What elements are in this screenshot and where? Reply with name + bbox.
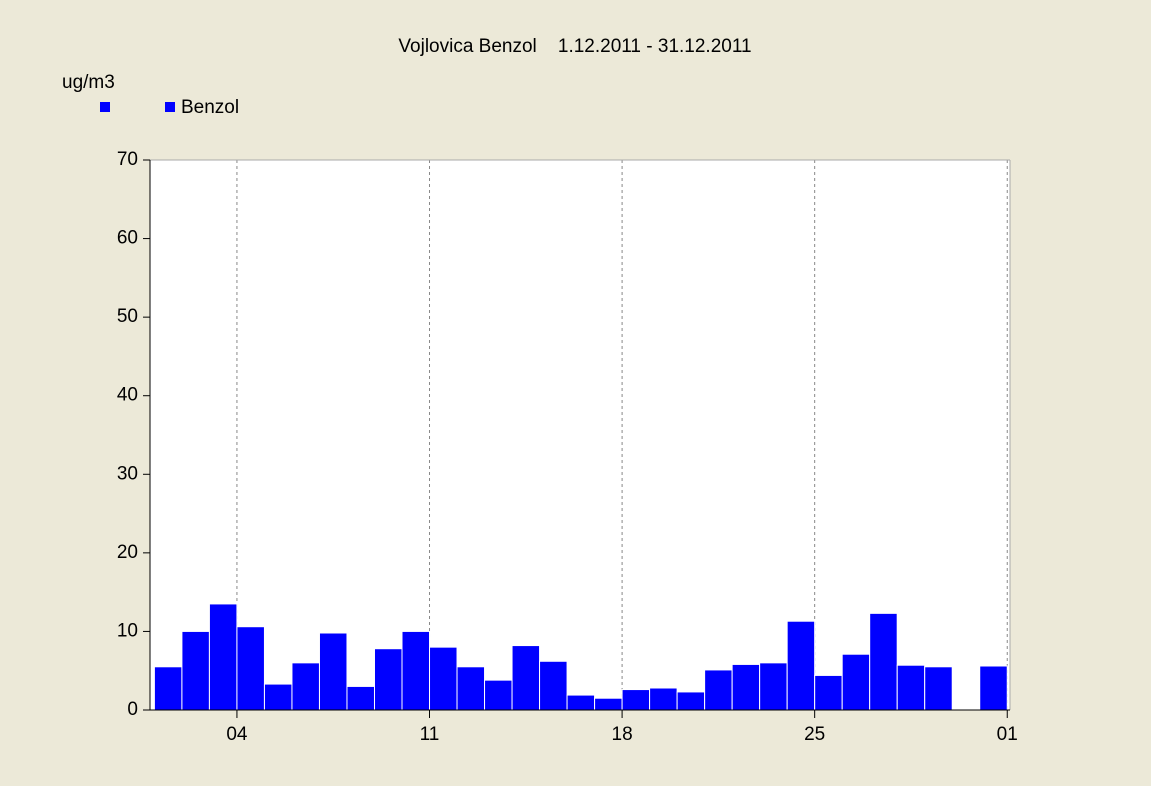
bar [896, 664, 926, 711]
bar [621, 689, 651, 711]
bar [511, 645, 541, 711]
bar [236, 626, 265, 711]
bar [841, 653, 871, 711]
bar [263, 683, 293, 711]
x-tick-label: 04 [226, 724, 248, 745]
bar [484, 679, 513, 711]
bar [153, 666, 183, 711]
bar [318, 632, 348, 711]
bar [731, 663, 761, 711]
bar [456, 666, 486, 711]
y-tick-label: 10 [117, 620, 138, 641]
bar [924, 666, 953, 711]
bar [208, 603, 238, 711]
bar [401, 630, 431, 711]
bar [704, 669, 733, 711]
x-tick-label: 18 [612, 724, 633, 745]
x-tick-label: 11 [420, 724, 440, 745]
bar [786, 620, 816, 711]
bar [814, 674, 843, 711]
legend-label: Benzol [181, 97, 239, 118]
y-tick-label: 0 [127, 699, 138, 720]
bar [539, 660, 568, 711]
y-tick-label: 30 [117, 463, 138, 484]
x-tick-label: 01 [997, 724, 1018, 745]
y-tick-label: 20 [117, 542, 138, 563]
bar [566, 694, 596, 711]
y-axis-label: ug/m3 [62, 72, 115, 93]
bar [291, 662, 320, 711]
bar [869, 612, 898, 711]
x-tick-label: 25 [804, 724, 825, 745]
y-tick-label: 40 [117, 385, 138, 406]
legend-marker [100, 102, 110, 112]
bar [676, 691, 706, 711]
legend-marker [165, 102, 175, 112]
bar [373, 648, 403, 711]
bar [649, 687, 678, 711]
bar [429, 646, 458, 711]
bar [979, 665, 1008, 711]
bar [346, 685, 375, 711]
y-tick-label: 70 [117, 149, 138, 170]
y-tick-label: 60 [117, 228, 138, 249]
chart-title: Vojlovica Benzol 1.12.2011 - 31.12.2011 [398, 36, 751, 57]
bar [181, 630, 210, 711]
bar [594, 697, 623, 711]
bar [759, 662, 788, 711]
y-tick-label: 50 [117, 306, 138, 327]
plot-area [150, 160, 1010, 710]
